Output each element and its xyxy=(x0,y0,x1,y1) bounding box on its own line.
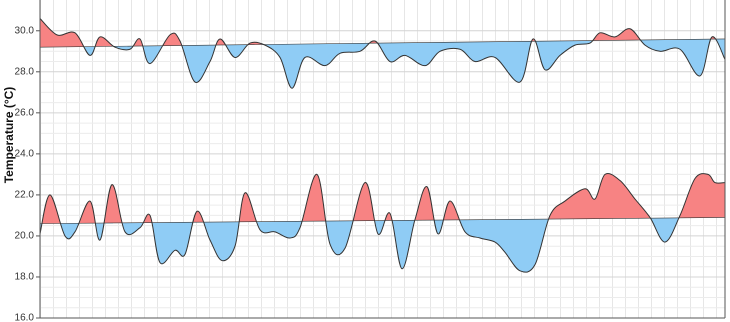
baseline xyxy=(39,38,726,48)
y-tick-label: 20.0 xyxy=(15,231,35,242)
y-tick-label: 28.0 xyxy=(15,66,35,77)
y-tick-label: 18.0 xyxy=(15,272,35,283)
y-tick-label: 22.0 xyxy=(15,190,35,201)
y-tick-label: 26.0 xyxy=(15,107,35,118)
area-below xyxy=(40,217,725,273)
y-tick-label: 16.0 xyxy=(15,313,35,322)
y-tick-label: 24.0 xyxy=(15,149,35,160)
line xyxy=(39,172,726,273)
y-tick-label: 30.0 xyxy=(15,25,35,36)
baseline xyxy=(39,217,726,224)
y-axis-label: Temperature (°C) xyxy=(2,87,16,184)
line xyxy=(39,18,726,89)
